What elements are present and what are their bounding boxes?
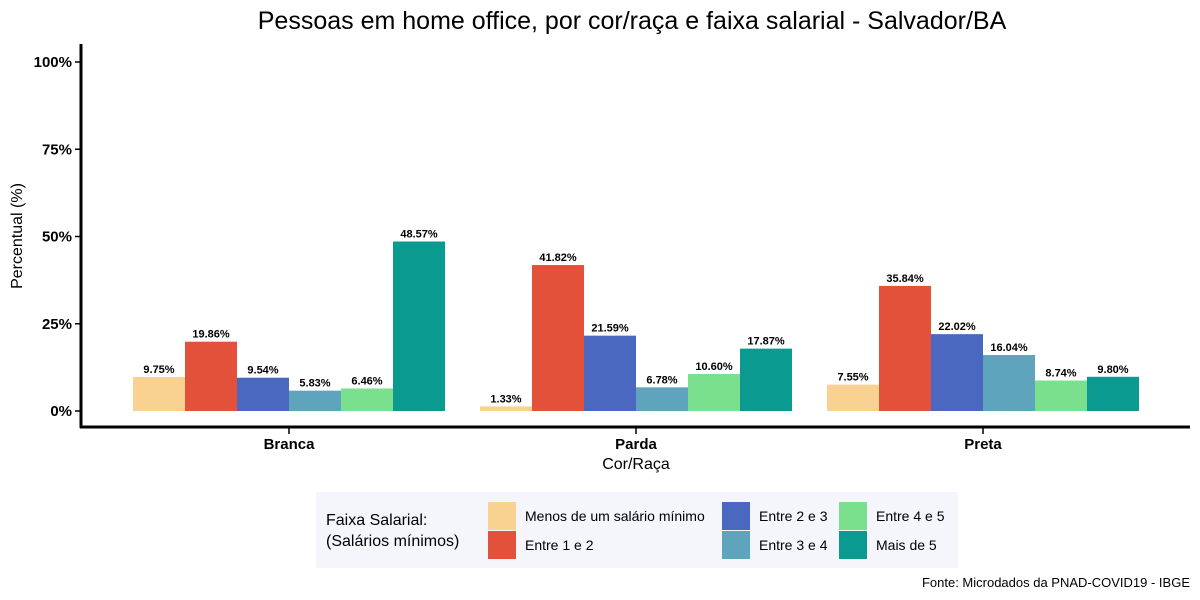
data-label: 41.82% <box>539 252 577 264</box>
data-label: 9.54% <box>247 365 278 377</box>
bar-preta-5 <box>1087 376 1139 411</box>
data-label: 6.46% <box>351 375 382 387</box>
data-label: 17.87% <box>747 336 785 348</box>
legend-swatch <box>488 502 516 530</box>
data-labels-group: 9.75% 19.86% 9.54% 5.83% 6.46% 48.57% 1.33% 41.… <box>143 228 1128 405</box>
bar-parda-2 <box>584 335 636 411</box>
legend-label: Entre 4 e 5 <box>876 508 945 524</box>
x-tick-label: Parda <box>615 436 657 453</box>
chart-title: Pessoas em home office, por cor/raça e f… <box>258 7 1007 35</box>
legend-swatch <box>488 531 516 559</box>
bar-preta-1 <box>879 285 931 411</box>
legend-label: Entre 1 e 2 <box>525 537 594 553</box>
x-tick-label: Preta <box>964 436 1002 453</box>
data-label: 48.57% <box>400 228 438 240</box>
bar-parda-5 <box>740 348 792 411</box>
legend-label: Menos de um salário mínimo <box>525 508 705 524</box>
legend-label: Entre 2 e 3 <box>759 508 828 524</box>
x-tick-label: Branca <box>264 436 316 453</box>
data-label: 6.78% <box>646 374 677 386</box>
bar-preta-3 <box>983 355 1035 411</box>
legend-label: Entre 3 e 4 <box>759 537 828 553</box>
x-axis-ticks: Branca Parda Preta <box>264 428 1002 453</box>
data-label: 1.33% <box>490 393 521 405</box>
data-label: 10.60% <box>695 361 733 373</box>
data-label: 9.75% <box>143 364 174 376</box>
data-label: 5.83% <box>299 378 330 390</box>
bar-preta-0 <box>827 384 879 411</box>
y-axis-title: Percentual (%) <box>9 183 26 289</box>
legend-swatch <box>839 531 867 559</box>
legend-title-line2: (Salários mínimos) <box>326 533 459 550</box>
data-label: 8.74% <box>1045 367 1076 379</box>
y-axis-ticks: 0% 25% 50% 75% 100% <box>34 54 81 420</box>
data-label: 35.84% <box>886 273 924 285</box>
bar-parda-0 <box>480 406 532 411</box>
legend: Faixa Salarial: (Salários mínimos) Menos… <box>316 492 958 568</box>
legend-items: Menos de um salário mínimo Entre 1 e 2 Ent… <box>488 502 945 559</box>
data-label: 19.86% <box>192 329 230 341</box>
source-caption: Fonte: Microdados da PNAD-COVID19 - IBGE <box>922 575 1190 590</box>
y-tick-label: 75% <box>42 141 72 158</box>
bar-parda-1 <box>532 265 584 411</box>
bar-preta-2 <box>931 334 983 411</box>
bar-branca-0 <box>133 376 185 411</box>
bar-preta-4 <box>1035 380 1087 411</box>
data-label: 21.59% <box>591 323 629 335</box>
bar-branca-4 <box>341 388 393 411</box>
legend-label: Mais de 5 <box>876 537 937 553</box>
y-tick-label: 0% <box>50 403 72 420</box>
bar-branca-2 <box>237 377 289 411</box>
data-label: 22.02% <box>938 321 976 333</box>
bar-parda-3 <box>636 387 688 411</box>
bars-group <box>133 241 1139 411</box>
data-label: 16.04% <box>990 342 1028 354</box>
legend-swatch <box>722 502 750 530</box>
y-tick-label: 100% <box>34 54 72 71</box>
bar-branca-3 <box>289 390 341 411</box>
data-label: 7.55% <box>837 372 868 384</box>
x-axis-title: Cor/Raça <box>602 456 670 473</box>
bar-branca-1 <box>185 341 237 411</box>
data-label: 9.80% <box>1097 364 1128 376</box>
bar-parda-4 <box>688 374 740 411</box>
legend-swatch <box>839 502 867 530</box>
bar-branca-5 <box>393 241 445 411</box>
legend-title-line1: Faixa Salarial: <box>326 512 427 529</box>
legend-swatch <box>722 531 750 559</box>
y-tick-label: 25% <box>42 316 72 333</box>
y-tick-label: 50% <box>42 229 72 246</box>
